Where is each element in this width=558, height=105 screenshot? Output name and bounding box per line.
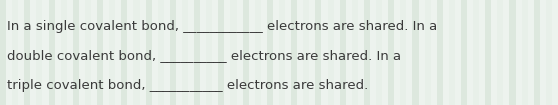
Bar: [328, 0, 334, 105]
Bar: [230, 0, 237, 105]
Bar: [49, 0, 55, 105]
Bar: [255, 0, 261, 105]
Bar: [170, 0, 176, 105]
Text: double covalent bond, __________ electrons are shared. In a: double covalent bond, __________ electro…: [7, 49, 401, 62]
Bar: [412, 0, 418, 105]
Bar: [0, 0, 6, 105]
Bar: [376, 0, 382, 105]
Bar: [133, 0, 140, 105]
Bar: [485, 0, 491, 105]
Bar: [61, 0, 67, 105]
Bar: [449, 0, 455, 105]
Bar: [97, 0, 103, 105]
Bar: [303, 0, 309, 105]
Bar: [425, 0, 431, 105]
Text: In a single covalent bond, ____________ electrons are shared. In a: In a single covalent bond, ____________ …: [7, 20, 437, 33]
Bar: [315, 0, 321, 105]
Bar: [340, 0, 346, 105]
Bar: [473, 0, 479, 105]
Bar: [400, 0, 406, 105]
Bar: [546, 0, 552, 105]
Bar: [218, 0, 224, 105]
Bar: [291, 0, 297, 105]
Bar: [534, 0, 540, 105]
Bar: [158, 0, 163, 105]
Bar: [36, 0, 42, 105]
Bar: [85, 0, 91, 105]
Bar: [461, 0, 467, 105]
Bar: [24, 0, 30, 105]
Bar: [182, 0, 188, 105]
Bar: [121, 0, 127, 105]
Bar: [437, 0, 442, 105]
Text: triple covalent bond, ___________ electrons are shared.: triple covalent bond, ___________ electr…: [7, 79, 368, 92]
Bar: [146, 0, 152, 105]
Bar: [194, 0, 200, 105]
Bar: [279, 0, 285, 105]
Bar: [352, 0, 358, 105]
Bar: [109, 0, 116, 105]
Bar: [206, 0, 212, 105]
Bar: [267, 0, 273, 105]
Bar: [73, 0, 79, 105]
Bar: [388, 0, 395, 105]
Bar: [509, 0, 516, 105]
Bar: [522, 0, 528, 105]
Bar: [243, 0, 249, 105]
Bar: [497, 0, 503, 105]
Bar: [364, 0, 370, 105]
Bar: [12, 0, 18, 105]
